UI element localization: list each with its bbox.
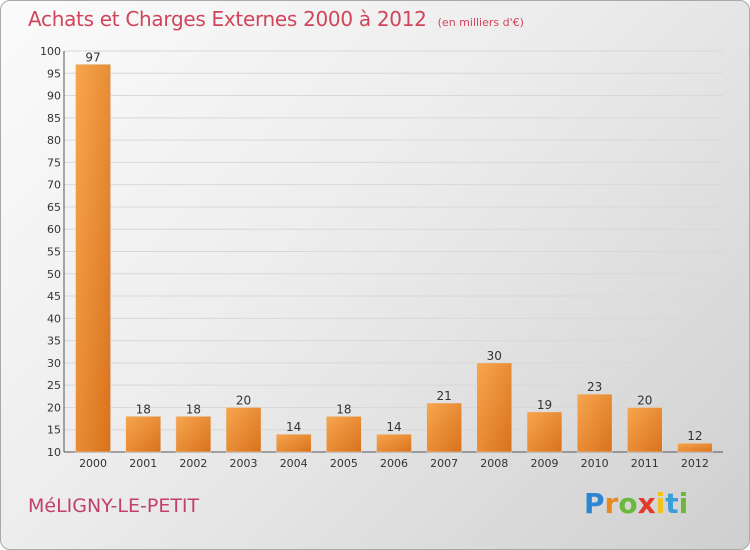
y-tick-label: 25	[47, 379, 61, 392]
bar	[125, 416, 161, 453]
x-tick-label: 2001	[129, 457, 157, 470]
y-tick-label: 50	[47, 268, 61, 281]
bar	[677, 442, 713, 453]
bar	[526, 411, 563, 453]
x-tick-label: 2003	[230, 457, 258, 470]
bar	[75, 64, 111, 453]
logo-letter: o	[618, 487, 638, 520]
data-label: 20	[637, 393, 652, 407]
y-tick-label: 10	[47, 446, 61, 459]
x-tick-labels: 2000 2001 2002 2003 2004 2005 2006 2007 2008 2009…	[79, 457, 709, 470]
y-tick-label: 60	[47, 223, 61, 236]
y-tick-label: 90	[47, 90, 61, 103]
y-tick-label: 65	[47, 201, 61, 214]
logo-letter: i	[655, 487, 666, 520]
data-label: 18	[186, 402, 201, 416]
bar	[225, 407, 262, 453]
logo-letter: r	[604, 487, 619, 520]
data-label: 18	[136, 402, 151, 416]
y-tick-label: 35	[47, 335, 61, 348]
bar	[426, 402, 462, 453]
commune-name: MéLIGNY-LE-PETIT	[28, 495, 200, 517]
y-tick-label: 100	[40, 45, 61, 58]
data-label: 19	[537, 398, 552, 412]
logo-letter: i	[678, 487, 689, 520]
y-tick-label: 55	[47, 246, 61, 259]
data-label: 14	[286, 420, 301, 434]
x-tick-label: 2011	[631, 457, 659, 470]
bar	[275, 433, 312, 453]
y-tick-label: 95	[47, 67, 61, 80]
bar	[576, 393, 613, 453]
bar	[627, 407, 663, 453]
y-tick-label: 15	[47, 424, 61, 437]
data-label: 20	[236, 393, 251, 407]
bar	[376, 433, 412, 453]
x-tick-label: 2010	[581, 457, 609, 470]
y-tick-label: 45	[47, 290, 61, 303]
x-tick-label: 2002	[179, 457, 207, 470]
y-tick-labels: 10 15 20 25 30 35 40 45 50 55 60 65 70 75 80 85 90 95 100	[40, 45, 61, 459]
chart-subtitle: (en milliers d'€)	[437, 16, 524, 29]
chart-title: Achats et Charges Externes 2000 à 2012	[28, 7, 427, 31]
x-tick-label: 2000	[79, 457, 107, 470]
x-tick-label: 2008	[480, 457, 508, 470]
data-label: 14	[386, 420, 401, 434]
y-tick-label: 70	[47, 179, 61, 192]
title-row: Achats et Charges Externes 2000 à 2012 (…	[28, 7, 524, 31]
x-tick-label: 2012	[681, 457, 709, 470]
x-tick-label: 2007	[430, 457, 458, 470]
grid-lines	[64, 50, 723, 453]
bar	[476, 362, 513, 453]
x-tick-label: 2009	[530, 457, 558, 470]
data-label: 23	[587, 380, 602, 394]
data-label: 97	[85, 50, 100, 64]
y-tick-label: 75	[47, 156, 61, 169]
bars	[75, 64, 713, 453]
logo-letter: x	[637, 487, 656, 520]
y-tick-label: 20	[47, 401, 61, 414]
bar	[326, 416, 362, 453]
proxiti-logo[interactable]: Proxiti	[584, 487, 688, 520]
y-tick-label: 30	[47, 357, 61, 370]
x-tick-label: 2006	[380, 457, 408, 470]
data-label: 18	[336, 402, 351, 416]
data-label: 30	[487, 349, 502, 363]
logo-letter: t	[665, 487, 679, 520]
y-tick-label: 40	[47, 312, 61, 325]
data-label: 12	[687, 429, 702, 443]
x-tick-label: 2005	[330, 457, 358, 470]
logo-letter: P	[584, 487, 605, 520]
bar	[175, 416, 212, 453]
y-tick-label: 85	[47, 112, 61, 125]
x-tick-label: 2004	[280, 457, 308, 470]
data-label: 21	[437, 389, 452, 403]
data-labels: 97 18 18 20 14 18 14 21 30 19 23 20 12	[85, 50, 702, 443]
y-tick-label: 80	[47, 134, 61, 147]
